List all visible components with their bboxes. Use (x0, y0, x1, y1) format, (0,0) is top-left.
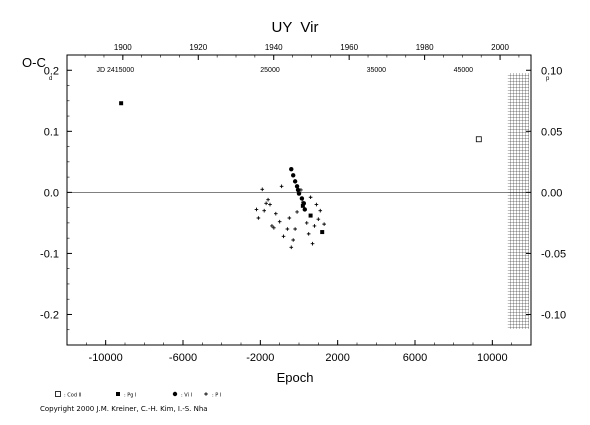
data-point (299, 188, 303, 192)
y-right-tick-label: 0.10 (541, 65, 562, 77)
data-point (256, 216, 261, 220)
legend-entry: : Cod II (64, 393, 82, 399)
data-point (289, 245, 294, 250)
y-right-tick-label: 0.05 (541, 126, 562, 138)
hatched-region (507, 73, 529, 329)
x-tick-label: -2000 (246, 352, 274, 364)
y-unit-right: p (546, 76, 550, 82)
data-point (292, 179, 298, 184)
data-point (302, 207, 307, 212)
x-tick-label: 2000 (325, 352, 349, 364)
top-year-tick-label: 1980 (416, 43, 434, 52)
jd-tick-label: 25000 (260, 67, 280, 74)
data-point (295, 187, 301, 193)
legend-symbol (172, 391, 178, 397)
data-point (274, 211, 278, 216)
data-point (475, 136, 482, 143)
legend-symbol (55, 391, 61, 397)
top-year-tick-label: 2000 (491, 43, 509, 52)
y-right-tick-label: -0.05 (541, 248, 566, 260)
y-right-tick-label: -0.10 (541, 309, 566, 321)
jd-tick-label: 45000 (454, 67, 474, 74)
data-point (299, 196, 305, 201)
y-axis-label: O-C (22, 55, 46, 70)
data-point (291, 238, 295, 242)
data-point (295, 210, 299, 214)
data-point (289, 166, 294, 172)
data-point (308, 195, 313, 200)
legend-entry: : Pg I (124, 393, 137, 399)
copyright-notice: Copyright 2000 J.M. Kreiner, C.-H. Kim, … (40, 405, 208, 413)
legend-symbol (116, 392, 120, 396)
data-point (301, 200, 305, 204)
data-point (277, 219, 282, 224)
data-point (300, 203, 305, 208)
data-point (296, 191, 302, 196)
data-point (293, 227, 297, 231)
top-year-tick-label: 1900 (114, 43, 132, 52)
data-point (318, 208, 323, 213)
data-point (272, 225, 276, 230)
data-point (287, 216, 292, 220)
data-point (264, 201, 268, 206)
x-tick-label: 6000 (403, 352, 427, 364)
data-point (312, 224, 317, 228)
data-point (260, 187, 265, 192)
x-tick-label: -6000 (169, 352, 197, 364)
y-right-tick-label: 0.00 (541, 187, 562, 199)
data-point (285, 227, 290, 231)
y-tick-label: 0.0 (44, 187, 59, 199)
jd-tick-label: 35000 (367, 67, 387, 74)
jd-tick-label: JD 2415000 (96, 67, 134, 74)
x-tick-label: -10000 (89, 352, 123, 364)
data-point (281, 234, 286, 239)
data-point (308, 213, 313, 218)
data-point (310, 241, 315, 246)
x-tick-label: 10000 (477, 352, 508, 364)
legend-entry: : P I (212, 393, 221, 399)
top-year-tick-label: 1940 (265, 43, 283, 52)
data-point (119, 101, 124, 106)
top-year-tick-label: 1920 (189, 43, 207, 52)
x-axis-label: Epoch (277, 370, 314, 385)
data-point (316, 217, 321, 222)
legend-symbol (204, 392, 208, 396)
data-point (294, 184, 300, 189)
data-point (270, 224, 274, 228)
data-point (304, 221, 309, 225)
data-point (314, 202, 319, 207)
y-tick-label: 0.1 (44, 126, 59, 138)
plot-frame (66, 54, 532, 346)
data-point (291, 173, 296, 178)
data-point (320, 230, 325, 235)
data-point (254, 207, 259, 212)
chart-title: UY Vir (272, 19, 319, 36)
data-point (268, 202, 272, 207)
data-point (266, 197, 270, 202)
y-tick-label: 0.2 (44, 65, 59, 77)
data-point (262, 208, 266, 213)
legend-entry: : Vi I (181, 393, 192, 399)
y-unit-left: d (49, 76, 52, 82)
data-point (322, 222, 326, 226)
data-point (306, 232, 311, 236)
y-tick-label: -0.1 (40, 248, 59, 260)
data-point (279, 184, 284, 189)
y-tick-label: -0.2 (40, 309, 59, 321)
top-year-tick-label: 1960 (340, 43, 358, 52)
